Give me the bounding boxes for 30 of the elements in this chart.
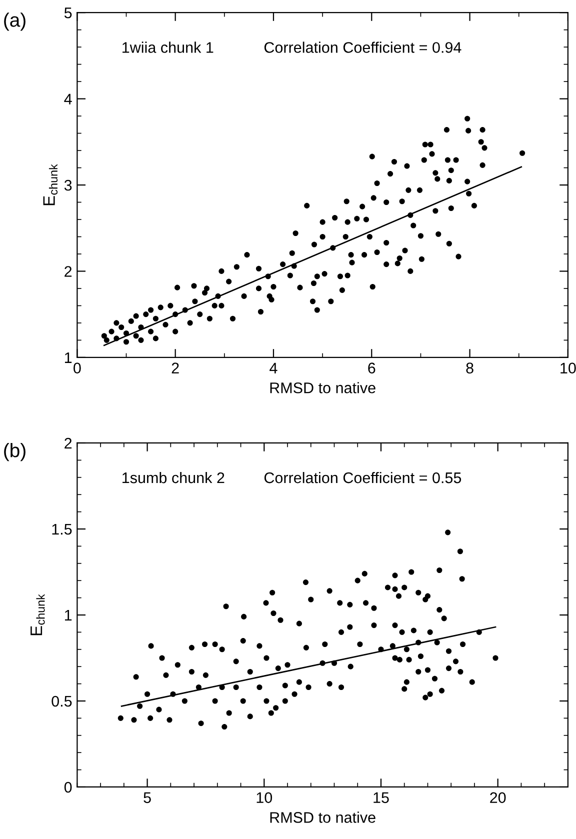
y-tick-label: 0	[64, 782, 72, 793]
x-tick-label: 8	[466, 362, 474, 374]
x-axis-title: RMSD to native	[270, 812, 376, 823]
x-tick-label: 6	[368, 362, 376, 374]
y-axis-title: E$_{chunk}$	[30, 594, 45, 636]
y-tick-label: 1	[64, 352, 72, 363]
x-tick-label: 4	[270, 362, 278, 374]
x-tick-label: 5	[144, 792, 151, 804]
y-tick-label: 1.5	[52, 524, 72, 535]
y-tick-label: 1	[64, 610, 72, 621]
chart-title: (a)	[4, 12, 26, 31]
annotation: 1wiia chunk 1	[122, 42, 214, 53]
x-tick-label: 20	[490, 792, 506, 804]
y-tick-label: 3	[64, 180, 72, 191]
y-tick-label: 4	[64, 94, 72, 104]
annotation: Correlation Coefficient = 0.94	[264, 42, 462, 53]
y-tick-label: 0.5	[52, 696, 72, 707]
x-tick-label: 15	[374, 792, 389, 804]
x-tick-label: 10	[256, 792, 272, 804]
x-tick-label: 2	[172, 362, 179, 374]
annotation: Correlation Coefficient = 0.55	[264, 472, 462, 484]
y-tick-label: 5	[64, 8, 72, 18]
y-tick-label: 2	[64, 266, 72, 277]
x-axis-title: RMSD to native	[270, 382, 376, 394]
chart-title: (b)	[4, 442, 26, 462]
y-tick-label: 2	[64, 438, 72, 449]
annotation: 1sumb chunk 2	[122, 472, 224, 484]
y-axis-title: E$_{chunk}$	[43, 164, 58, 206]
x-tick-label: 10	[560, 362, 576, 374]
x-tick-label: 0	[74, 362, 81, 374]
